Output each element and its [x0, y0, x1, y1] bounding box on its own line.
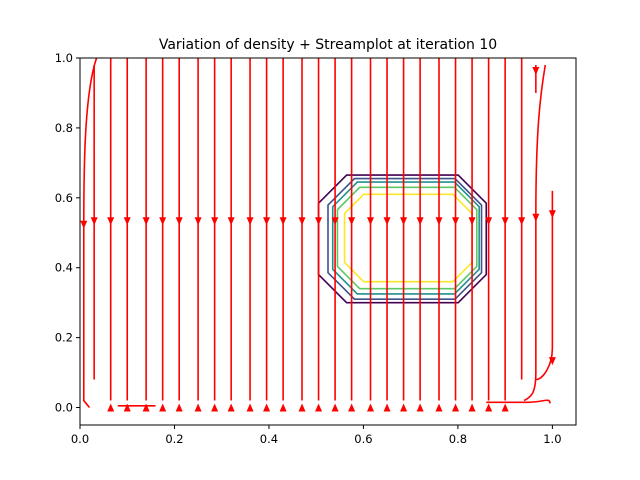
stream-arrow	[263, 403, 271, 412]
stream-arrow	[315, 403, 323, 412]
stream-arrow	[211, 403, 219, 412]
stream-arrow	[107, 217, 115, 226]
stream-arrow	[548, 210, 556, 219]
stream-arrow	[246, 403, 254, 412]
stream-arrow	[416, 403, 424, 412]
streamline	[523, 64, 547, 402]
stream-arrow	[90, 217, 98, 226]
contour-level	[331, 181, 480, 295]
stream-arrow	[468, 403, 476, 412]
stream-arrow	[348, 403, 356, 412]
stream-arrow	[194, 217, 202, 226]
stream-arrow	[485, 217, 493, 226]
stream-arrow	[501, 217, 509, 226]
x-tick-label: 0.2	[165, 432, 183, 446]
stream-arrow	[367, 217, 375, 226]
x-tick-label: 1.0	[543, 432, 561, 446]
stream-arrow	[279, 403, 287, 412]
stream-arrow	[518, 217, 526, 226]
stream-arrow	[400, 217, 408, 226]
stream-arrow	[123, 217, 131, 226]
x-tick-label: 0.8	[449, 432, 467, 446]
stream-arrow	[485, 403, 493, 412]
y-tick-label: 0.2	[55, 331, 73, 345]
y-tick-label: 0.8	[55, 121, 73, 135]
x-tick-label: 0.0	[71, 432, 89, 446]
stream-arrow	[383, 403, 391, 412]
stream-arrow	[452, 217, 460, 226]
x-tick-label: 0.4	[260, 432, 278, 446]
stream-arrow	[194, 403, 202, 412]
streamline	[117, 399, 551, 407]
stream-arrow	[331, 217, 339, 226]
y-tick-label: 0.0	[55, 401, 73, 415]
stream-arrow	[367, 403, 375, 412]
stream-arrow	[298, 403, 306, 412]
stream-arrow	[532, 66, 540, 75]
stream-arrow	[142, 403, 150, 412]
stream-arrow	[211, 217, 219, 226]
stream-arrow	[468, 217, 476, 226]
plot-frame	[79, 57, 577, 426]
stream-arrow	[107, 403, 115, 412]
streamline	[535, 190, 554, 381]
stream-arrow	[435, 403, 443, 412]
stream-arrow	[298, 217, 306, 226]
stream-arrow	[416, 217, 424, 226]
stream-arrow	[400, 403, 408, 412]
stream-arrow	[315, 217, 323, 226]
chart-title: Variation of density + Streamplot at ite…	[159, 37, 497, 53]
stream-arrow	[123, 403, 131, 412]
y-tick-label: 0.6	[55, 191, 73, 205]
stream-arrow	[246, 217, 254, 226]
stream-arrow	[227, 403, 235, 412]
stream-arrow	[159, 403, 167, 412]
stream-arrow	[548, 357, 556, 366]
stream-arrow	[80, 220, 88, 229]
stream-arrow	[263, 217, 271, 226]
stream-arrow	[279, 217, 287, 226]
x-tick-label: 0.6	[354, 432, 372, 446]
stream-arrow	[175, 403, 183, 412]
contour-level	[343, 193, 473, 283]
stream-arrow	[435, 217, 443, 226]
stream-arrow	[175, 217, 183, 226]
stream-arrow	[348, 217, 356, 226]
stream-arrow	[501, 403, 509, 412]
y-tick-label: 0.4	[55, 261, 73, 275]
stream-arrow	[227, 217, 235, 226]
stream-arrow	[532, 213, 540, 222]
stream-arrow	[142, 217, 150, 226]
stream-arrow	[452, 403, 460, 412]
contour-level	[336, 186, 478, 290]
stream-arrow	[383, 217, 391, 226]
stream-arrow	[159, 217, 167, 226]
stream-arrow	[331, 403, 339, 412]
y-tick-label: 1.0	[55, 51, 73, 65]
